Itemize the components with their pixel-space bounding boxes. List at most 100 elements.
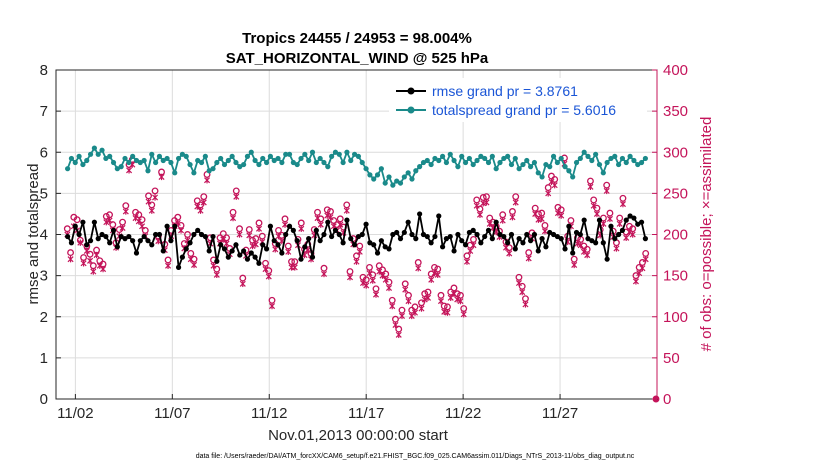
y-tick-label-right: 400 — [663, 62, 688, 79]
obs-assimilated-marker — [467, 247, 474, 255]
obs-assimilated-marker — [320, 270, 328, 278]
spread-point — [172, 170, 178, 176]
rmse-point — [76, 231, 82, 238]
rmse-point — [466, 229, 472, 236]
obs-assimilated-marker — [437, 297, 445, 305]
obs-assimilated-marker — [385, 284, 393, 292]
rmse-point — [84, 242, 90, 248]
spread-point — [619, 155, 626, 162]
obs-assimilated-marker — [450, 290, 458, 297]
rmse-point — [263, 246, 270, 252]
rmse-point — [133, 250, 140, 256]
spread-point — [539, 174, 545, 180]
spread-point — [436, 157, 442, 164]
rmse-point — [573, 229, 580, 236]
spread-point — [118, 164, 124, 170]
obs-assimilated-marker — [606, 215, 613, 223]
obs-assimilated-marker — [252, 241, 259, 248]
obs-assimilated-marker — [139, 223, 146, 230]
obs-assimilated-marker — [285, 248, 292, 255]
spread-point — [562, 164, 568, 170]
rmse-point — [118, 233, 124, 240]
spread-point — [191, 170, 197, 176]
rmse-point — [72, 223, 78, 229]
obs-assimilated-marker — [558, 212, 565, 219]
obs-assimilated-marker — [486, 220, 493, 228]
spread-point — [508, 161, 515, 168]
rmse-point — [428, 240, 434, 246]
rmse-point — [114, 244, 120, 250]
obs-assimilated-marker — [275, 232, 282, 240]
obs-assimilated-marker — [324, 212, 331, 219]
spread-point — [566, 168, 572, 174]
rmse-point — [451, 248, 457, 254]
rmse-point — [550, 231, 557, 238]
spread-point — [294, 161, 300, 168]
rmse-point — [267, 223, 274, 229]
rmse-point — [489, 236, 495, 242]
obs-assimilated-marker — [158, 173, 165, 181]
spread-point — [631, 157, 637, 164]
spread-point — [581, 149, 587, 155]
obs-assimilated-marker — [418, 305, 425, 312]
rmse-point — [344, 217, 350, 223]
y-tick-label-right: 350 — [663, 103, 688, 120]
legend-box — [389, 78, 647, 122]
spread-point — [478, 153, 484, 159]
rmse-point — [260, 242, 266, 248]
rmse-point — [554, 233, 560, 240]
y-axis-label-left: rmse and totalspread — [25, 164, 42, 305]
spread-point — [623, 159, 629, 166]
obs-assimilated-marker — [447, 294, 454, 302]
spread-point — [130, 153, 136, 159]
obs-assimilated-marker — [265, 273, 272, 280]
y-tick-label-left: 8 — [40, 62, 48, 79]
rmse-point — [325, 219, 331, 225]
rmse-point — [436, 213, 442, 219]
obs-assimilated-marker — [616, 220, 623, 228]
obs-assimilated-marker — [577, 241, 584, 249]
rmse-point — [616, 231, 622, 238]
rmse-point — [206, 248, 212, 254]
rmse-point — [340, 240, 346, 246]
series-layer — [65, 145, 648, 270]
spread-point — [183, 153, 189, 159]
spread-point — [233, 159, 239, 166]
rmse-point — [589, 238, 595, 244]
obs-assimilated-marker — [470, 241, 477, 249]
obs-assimilated-marker — [398, 312, 406, 320]
spread-point — [179, 151, 185, 157]
rmse-point — [110, 227, 117, 233]
spread-point — [137, 159, 143, 166]
legend: rmse grand pr = 3.8761 totalspread grand… — [389, 78, 647, 122]
rmse-point — [137, 238, 143, 244]
obs-assimilated-marker — [421, 296, 428, 303]
spread-point — [302, 151, 308, 157]
rmse-point — [642, 236, 648, 242]
rmse-point — [348, 236, 354, 242]
spread-point — [221, 161, 228, 168]
obs-assimilated-marker — [194, 203, 201, 210]
spread-point — [84, 157, 90, 164]
obs-assimilated-marker — [476, 211, 483, 218]
rmse-point — [99, 231, 105, 238]
rmse-point — [447, 233, 453, 240]
rmse-point — [562, 246, 568, 252]
x-tick-label: 11/02 — [57, 405, 93, 422]
rmse-point — [279, 250, 285, 256]
obs-assimilated-marker — [389, 302, 396, 310]
rmse-point — [149, 242, 155, 248]
spread-point — [443, 159, 450, 166]
spread-point — [168, 159, 174, 166]
obs-assimilated-marker — [191, 261, 198, 269]
obs-assimilated-marker — [262, 265, 269, 273]
obs-assimilated-marker — [346, 274, 354, 281]
rmse-point — [91, 219, 97, 225]
spread-point — [394, 178, 400, 184]
spread-point — [459, 153, 465, 159]
y-tick-label-left: 0 — [40, 391, 48, 408]
obs-possible-marker — [135, 211, 143, 219]
rmse-point — [612, 236, 618, 242]
rmse-point — [478, 240, 484, 246]
obs-assimilated-marker — [538, 215, 545, 223]
